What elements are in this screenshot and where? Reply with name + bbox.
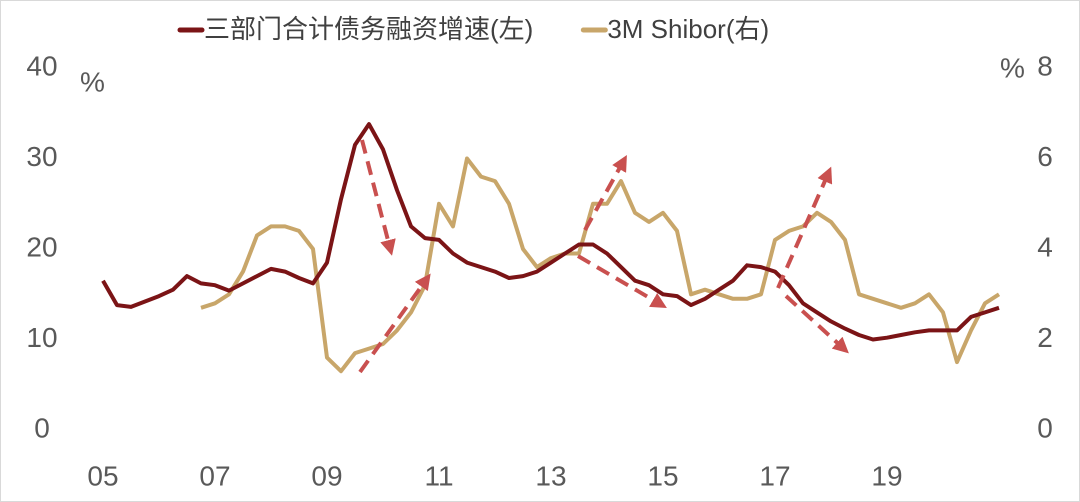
y-tick-label: 10 (26, 322, 57, 353)
y2-tick-label: 0 (1037, 412, 1053, 443)
annotation-arrows (358, 139, 849, 374)
arrow (784, 294, 849, 354)
y2-tick-label: 6 (1037, 141, 1053, 172)
x-tick-label: 19 (871, 460, 902, 491)
x-tick-label: 07 (199, 460, 230, 491)
arrow (576, 254, 667, 309)
y-tick-label: 20 (26, 231, 57, 262)
x-tick-label: 09 (311, 460, 342, 491)
x-tick-label: 15 (647, 460, 678, 491)
x-tick-label: 17 (759, 460, 790, 491)
x-tick-label: 13 (535, 460, 566, 491)
y-unit: % (80, 66, 105, 97)
arrow (360, 139, 396, 256)
legend-label: 3M Shibor(右) (607, 14, 769, 44)
legend-label: 三部门合计债务融资增速(左) (204, 14, 533, 44)
y-tick-label: 30 (26, 141, 57, 172)
y2-unit: % (1000, 52, 1025, 83)
y2-tick-label: 2 (1037, 322, 1053, 353)
arrow (583, 155, 627, 231)
series-line (101, 122, 1000, 342)
y2-tick-label: 8 (1037, 50, 1053, 81)
y-tick-label: 40 (26, 50, 57, 81)
y2-tick-label: 4 (1037, 231, 1053, 262)
arrow (358, 273, 431, 374)
x-tick-label: 05 (87, 460, 118, 491)
x-tick-label: 11 (424, 460, 453, 491)
y-tick-label: 0 (34, 412, 50, 443)
